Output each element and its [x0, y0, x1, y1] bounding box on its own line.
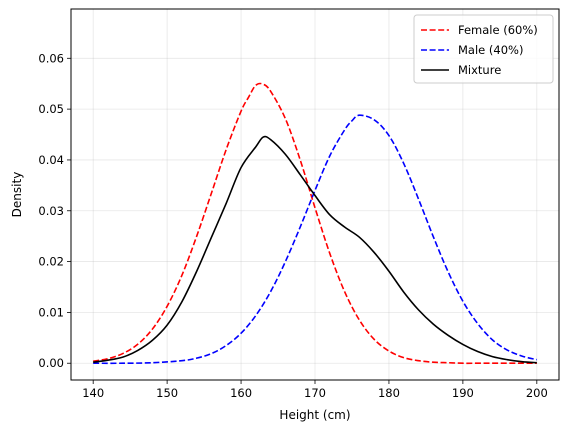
- y-tick-label: 0.05: [38, 102, 64, 116]
- series-lines: [93, 82, 538, 365]
- legend-label: Mixture: [458, 63, 501, 77]
- y-tick-label: 0.04: [38, 153, 64, 167]
- x-axis-ticks: 140 150 160 170 180 190 200: [82, 380, 548, 400]
- y-tick-label: 0.06: [38, 51, 64, 65]
- x-tick-label: 200: [526, 386, 548, 400]
- series-line-0: [93, 82, 537, 365]
- x-tick-label: 140: [82, 386, 104, 400]
- y-tick-label: 0.00: [38, 356, 64, 370]
- y-tick-label: 0.01: [38, 305, 64, 319]
- y-axis-label: Density: [10, 172, 24, 218]
- legend-items: Female (60%) Male (40%) Mixture: [421, 23, 538, 77]
- x-tick-label: 150: [156, 386, 178, 400]
- y-axis-ticks: 0.00 0.01 0.02 0.03 0.04 0.05 0.06: [38, 51, 71, 370]
- legend: Female (60%) Male (40%) Mixture: [413, 14, 554, 84]
- x-axis-label: Height (cm): [279, 408, 350, 422]
- x-tick-label: 190: [452, 386, 474, 400]
- legend-box: [413, 14, 554, 84]
- y-tick-label: 0.03: [38, 204, 64, 218]
- series-line-2: [93, 135, 537, 364]
- y-tick-label: 0.02: [38, 255, 64, 269]
- x-tick-label: 170: [304, 386, 326, 400]
- x-tick-label: 180: [378, 386, 400, 400]
- legend-label: Male (40%): [458, 43, 523, 57]
- legend-label: Female (60%): [458, 23, 538, 37]
- x-tick-label: 160: [230, 386, 252, 400]
- series-line-1: [93, 114, 538, 365]
